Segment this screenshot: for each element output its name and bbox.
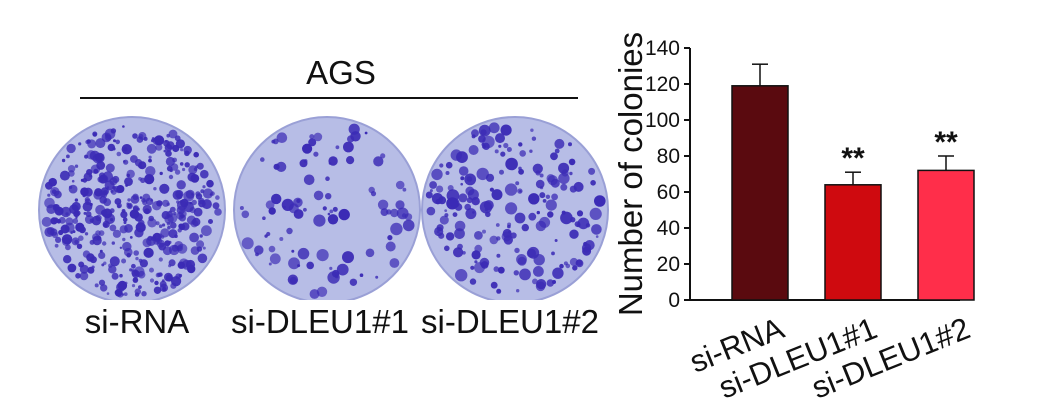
bar-1 — [825, 185, 881, 300]
y-tick-label: 140 — [645, 37, 680, 60]
significance-marker-1: ** — [841, 142, 865, 175]
y-tick-label: 120 — [645, 73, 680, 96]
y-tick-label: 20 — [657, 253, 680, 276]
y-tick-label: 0 — [668, 289, 680, 312]
y-tick-label: 40 — [657, 217, 680, 240]
y-tick-label: 80 — [657, 145, 680, 168]
bar-0 — [732, 86, 788, 300]
bar-2 — [918, 170, 974, 300]
significance-marker-2: ** — [934, 126, 958, 159]
y-tick-label: 60 — [657, 181, 680, 204]
y-axis-label: Number of colonies — [612, 32, 649, 316]
y-tick-label: 100 — [645, 109, 680, 132]
